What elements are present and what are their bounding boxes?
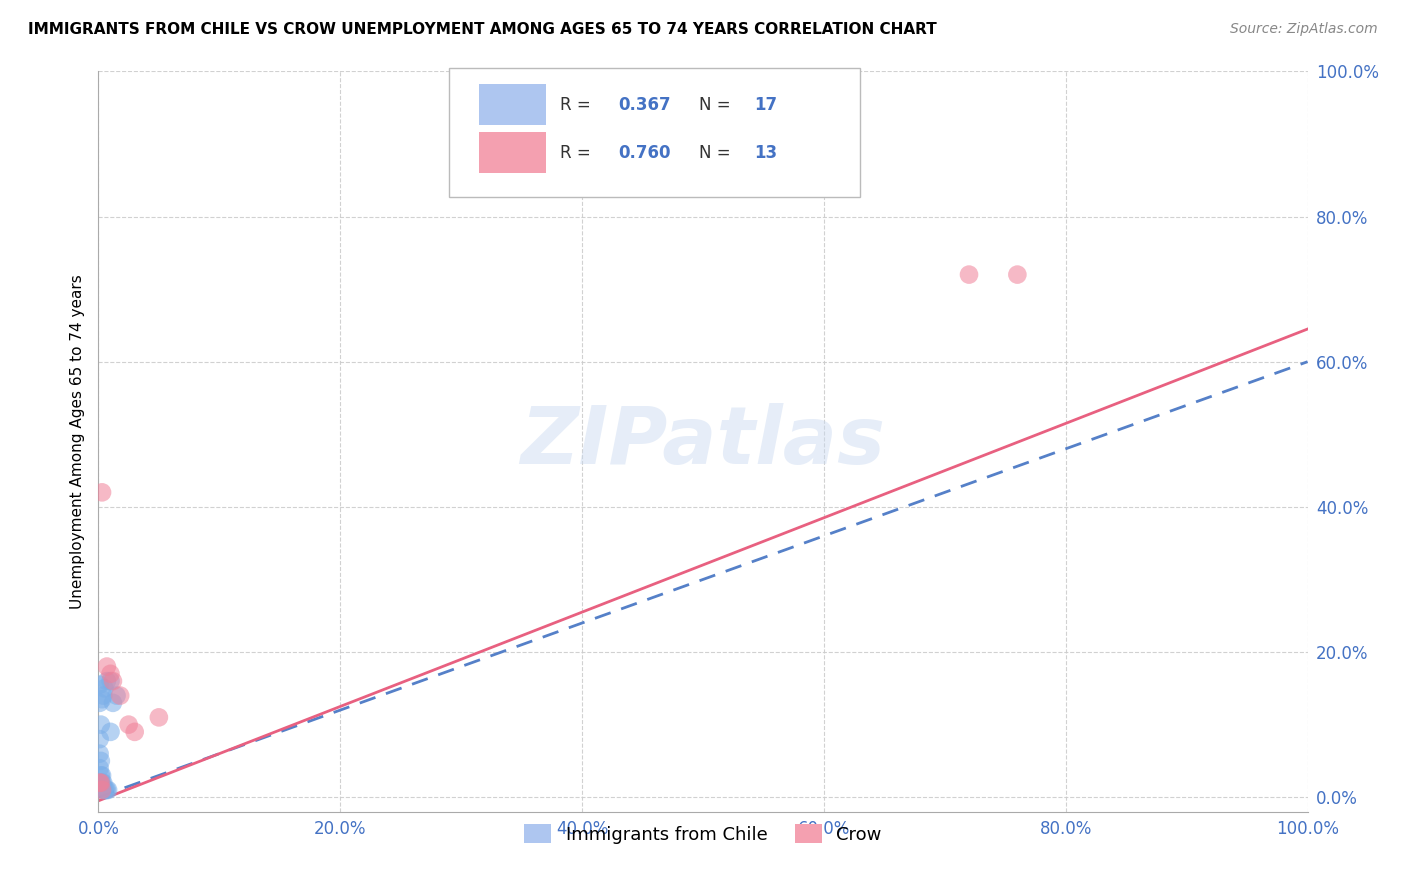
Point — [90, 717, 112, 731]
Point — [100, 666, 122, 681]
Legend: Immigrants from Chile, Crow: Immigrants from Chile, Crow — [517, 817, 889, 851]
Point — [91, 692, 114, 706]
Point — [91, 783, 114, 797]
Text: N =: N = — [699, 95, 737, 113]
Point — [89, 775, 111, 789]
FancyBboxPatch shape — [479, 85, 546, 125]
Text: 0.367: 0.367 — [619, 95, 671, 113]
Point — [957, 268, 980, 282]
Point — [91, 783, 114, 797]
Point — [91, 775, 114, 789]
Text: ZIPatlas: ZIPatlas — [520, 402, 886, 481]
Text: 13: 13 — [754, 144, 778, 161]
Point — [89, 732, 111, 747]
Point — [94, 783, 117, 797]
Point — [96, 783, 118, 797]
Point — [100, 674, 122, 689]
Text: 17: 17 — [754, 95, 778, 113]
Point — [96, 674, 118, 689]
Text: Source: ZipAtlas.com: Source: ZipAtlas.com — [1230, 22, 1378, 37]
Point — [108, 689, 131, 703]
Text: 0.760: 0.760 — [619, 144, 671, 161]
Point — [90, 775, 112, 789]
FancyBboxPatch shape — [479, 132, 546, 173]
Point — [96, 659, 118, 673]
Text: R =: R = — [561, 95, 596, 113]
Point — [105, 689, 128, 703]
Text: R =: R = — [561, 144, 596, 161]
Point — [93, 783, 115, 797]
Point — [90, 754, 112, 768]
Point — [124, 724, 146, 739]
Point — [89, 678, 111, 692]
Point — [89, 747, 111, 761]
Y-axis label: Unemployment Among Ages 65 to 74 years: Unemployment Among Ages 65 to 74 years — [69, 274, 84, 609]
Point — [101, 696, 124, 710]
Point — [118, 717, 141, 731]
Point — [90, 775, 112, 789]
Point — [100, 724, 122, 739]
Point — [89, 761, 111, 775]
Point — [97, 783, 120, 797]
Point — [148, 710, 170, 724]
FancyBboxPatch shape — [449, 68, 860, 197]
Point — [1007, 268, 1029, 282]
Point — [101, 674, 124, 689]
Point — [90, 768, 112, 782]
Point — [91, 768, 114, 782]
Point — [91, 689, 114, 703]
Text: IMMIGRANTS FROM CHILE VS CROW UNEMPLOYMENT AMONG AGES 65 TO 74 YEARS CORRELATION: IMMIGRANTS FROM CHILE VS CROW UNEMPLOYME… — [28, 22, 936, 37]
Text: N =: N = — [699, 144, 737, 161]
Point — [89, 696, 111, 710]
Point — [91, 485, 114, 500]
Point — [93, 681, 115, 696]
Point — [91, 775, 114, 789]
